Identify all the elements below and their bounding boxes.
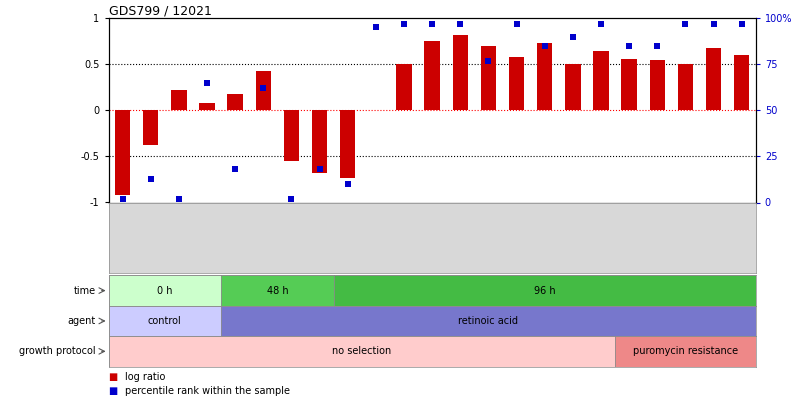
Point bbox=[510, 21, 523, 27]
Bar bbox=[705, 48, 720, 110]
Bar bbox=[340, 110, 355, 178]
Text: 48 h: 48 h bbox=[267, 286, 287, 296]
Text: log ratio: log ratio bbox=[124, 372, 165, 382]
Bar bbox=[312, 110, 327, 173]
Bar bbox=[565, 64, 580, 110]
Point bbox=[566, 33, 579, 40]
Text: growth protocol: growth protocol bbox=[19, 346, 96, 356]
Bar bbox=[480, 46, 495, 110]
Bar bbox=[255, 71, 271, 110]
Bar bbox=[221, 275, 333, 306]
Point bbox=[256, 85, 269, 92]
Text: time: time bbox=[73, 286, 96, 296]
Bar bbox=[108, 336, 614, 367]
Bar bbox=[614, 336, 755, 367]
Point bbox=[341, 181, 354, 187]
Bar bbox=[221, 306, 755, 336]
Point bbox=[426, 21, 438, 27]
Bar bbox=[283, 110, 299, 161]
Bar bbox=[333, 275, 755, 306]
Point bbox=[453, 21, 466, 27]
Point bbox=[285, 196, 298, 202]
Bar bbox=[452, 35, 467, 110]
Bar bbox=[649, 60, 664, 110]
Bar bbox=[508, 57, 524, 110]
Point bbox=[201, 79, 214, 86]
Text: ■: ■ bbox=[108, 386, 118, 396]
Bar bbox=[227, 94, 243, 110]
Text: ■: ■ bbox=[108, 372, 118, 382]
Bar bbox=[677, 64, 692, 110]
Point bbox=[116, 196, 128, 202]
Bar bbox=[143, 110, 158, 145]
Point bbox=[735, 21, 748, 27]
Bar bbox=[536, 43, 552, 110]
Point bbox=[679, 21, 691, 27]
Point bbox=[622, 43, 635, 49]
Text: no selection: no selection bbox=[332, 346, 391, 356]
Point bbox=[313, 166, 326, 173]
Bar bbox=[108, 275, 221, 306]
Point bbox=[707, 21, 719, 27]
Point bbox=[538, 43, 551, 49]
Text: GDS799 / 12021: GDS799 / 12021 bbox=[108, 4, 211, 17]
Bar bbox=[171, 90, 186, 110]
Point bbox=[397, 21, 410, 27]
Point bbox=[229, 166, 242, 173]
Text: percentile rank within the sample: percentile rank within the sample bbox=[124, 386, 289, 396]
Point bbox=[482, 58, 495, 64]
Text: retinoic acid: retinoic acid bbox=[458, 316, 518, 326]
Text: agent: agent bbox=[67, 316, 96, 326]
Point bbox=[594, 21, 607, 27]
Bar bbox=[199, 103, 214, 110]
Bar bbox=[424, 41, 439, 110]
Point bbox=[650, 43, 663, 49]
Point bbox=[145, 175, 157, 182]
Text: 96 h: 96 h bbox=[533, 286, 555, 296]
Text: 0 h: 0 h bbox=[157, 286, 173, 296]
Bar bbox=[115, 110, 130, 195]
Bar bbox=[733, 55, 748, 110]
Bar bbox=[621, 59, 636, 110]
Point bbox=[173, 196, 185, 202]
Text: puromycin resistance: puromycin resistance bbox=[632, 346, 737, 356]
Point bbox=[369, 24, 382, 31]
Text: control: control bbox=[148, 316, 181, 326]
Bar bbox=[108, 306, 221, 336]
Bar bbox=[396, 64, 411, 110]
Bar bbox=[593, 51, 608, 110]
